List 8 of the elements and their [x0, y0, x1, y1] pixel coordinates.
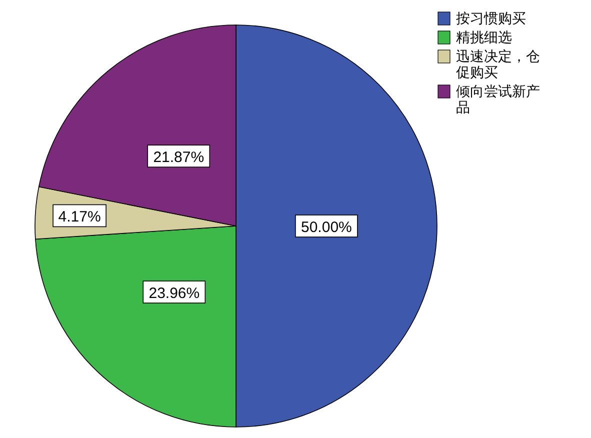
legend-label: 精挑细选 — [456, 30, 512, 46]
data-label: 50.00% — [301, 219, 352, 236]
legend-label: 倾向尝试新产品 — [456, 84, 540, 116]
data-label: 23.96% — [148, 285, 200, 302]
legend-label: 迅速决定，仓促购买 — [456, 49, 540, 81]
data-label: 21.87% — [153, 149, 204, 166]
legend-label: 按习惯购买 — [456, 11, 526, 27]
data-label: 4.17% — [58, 208, 101, 226]
